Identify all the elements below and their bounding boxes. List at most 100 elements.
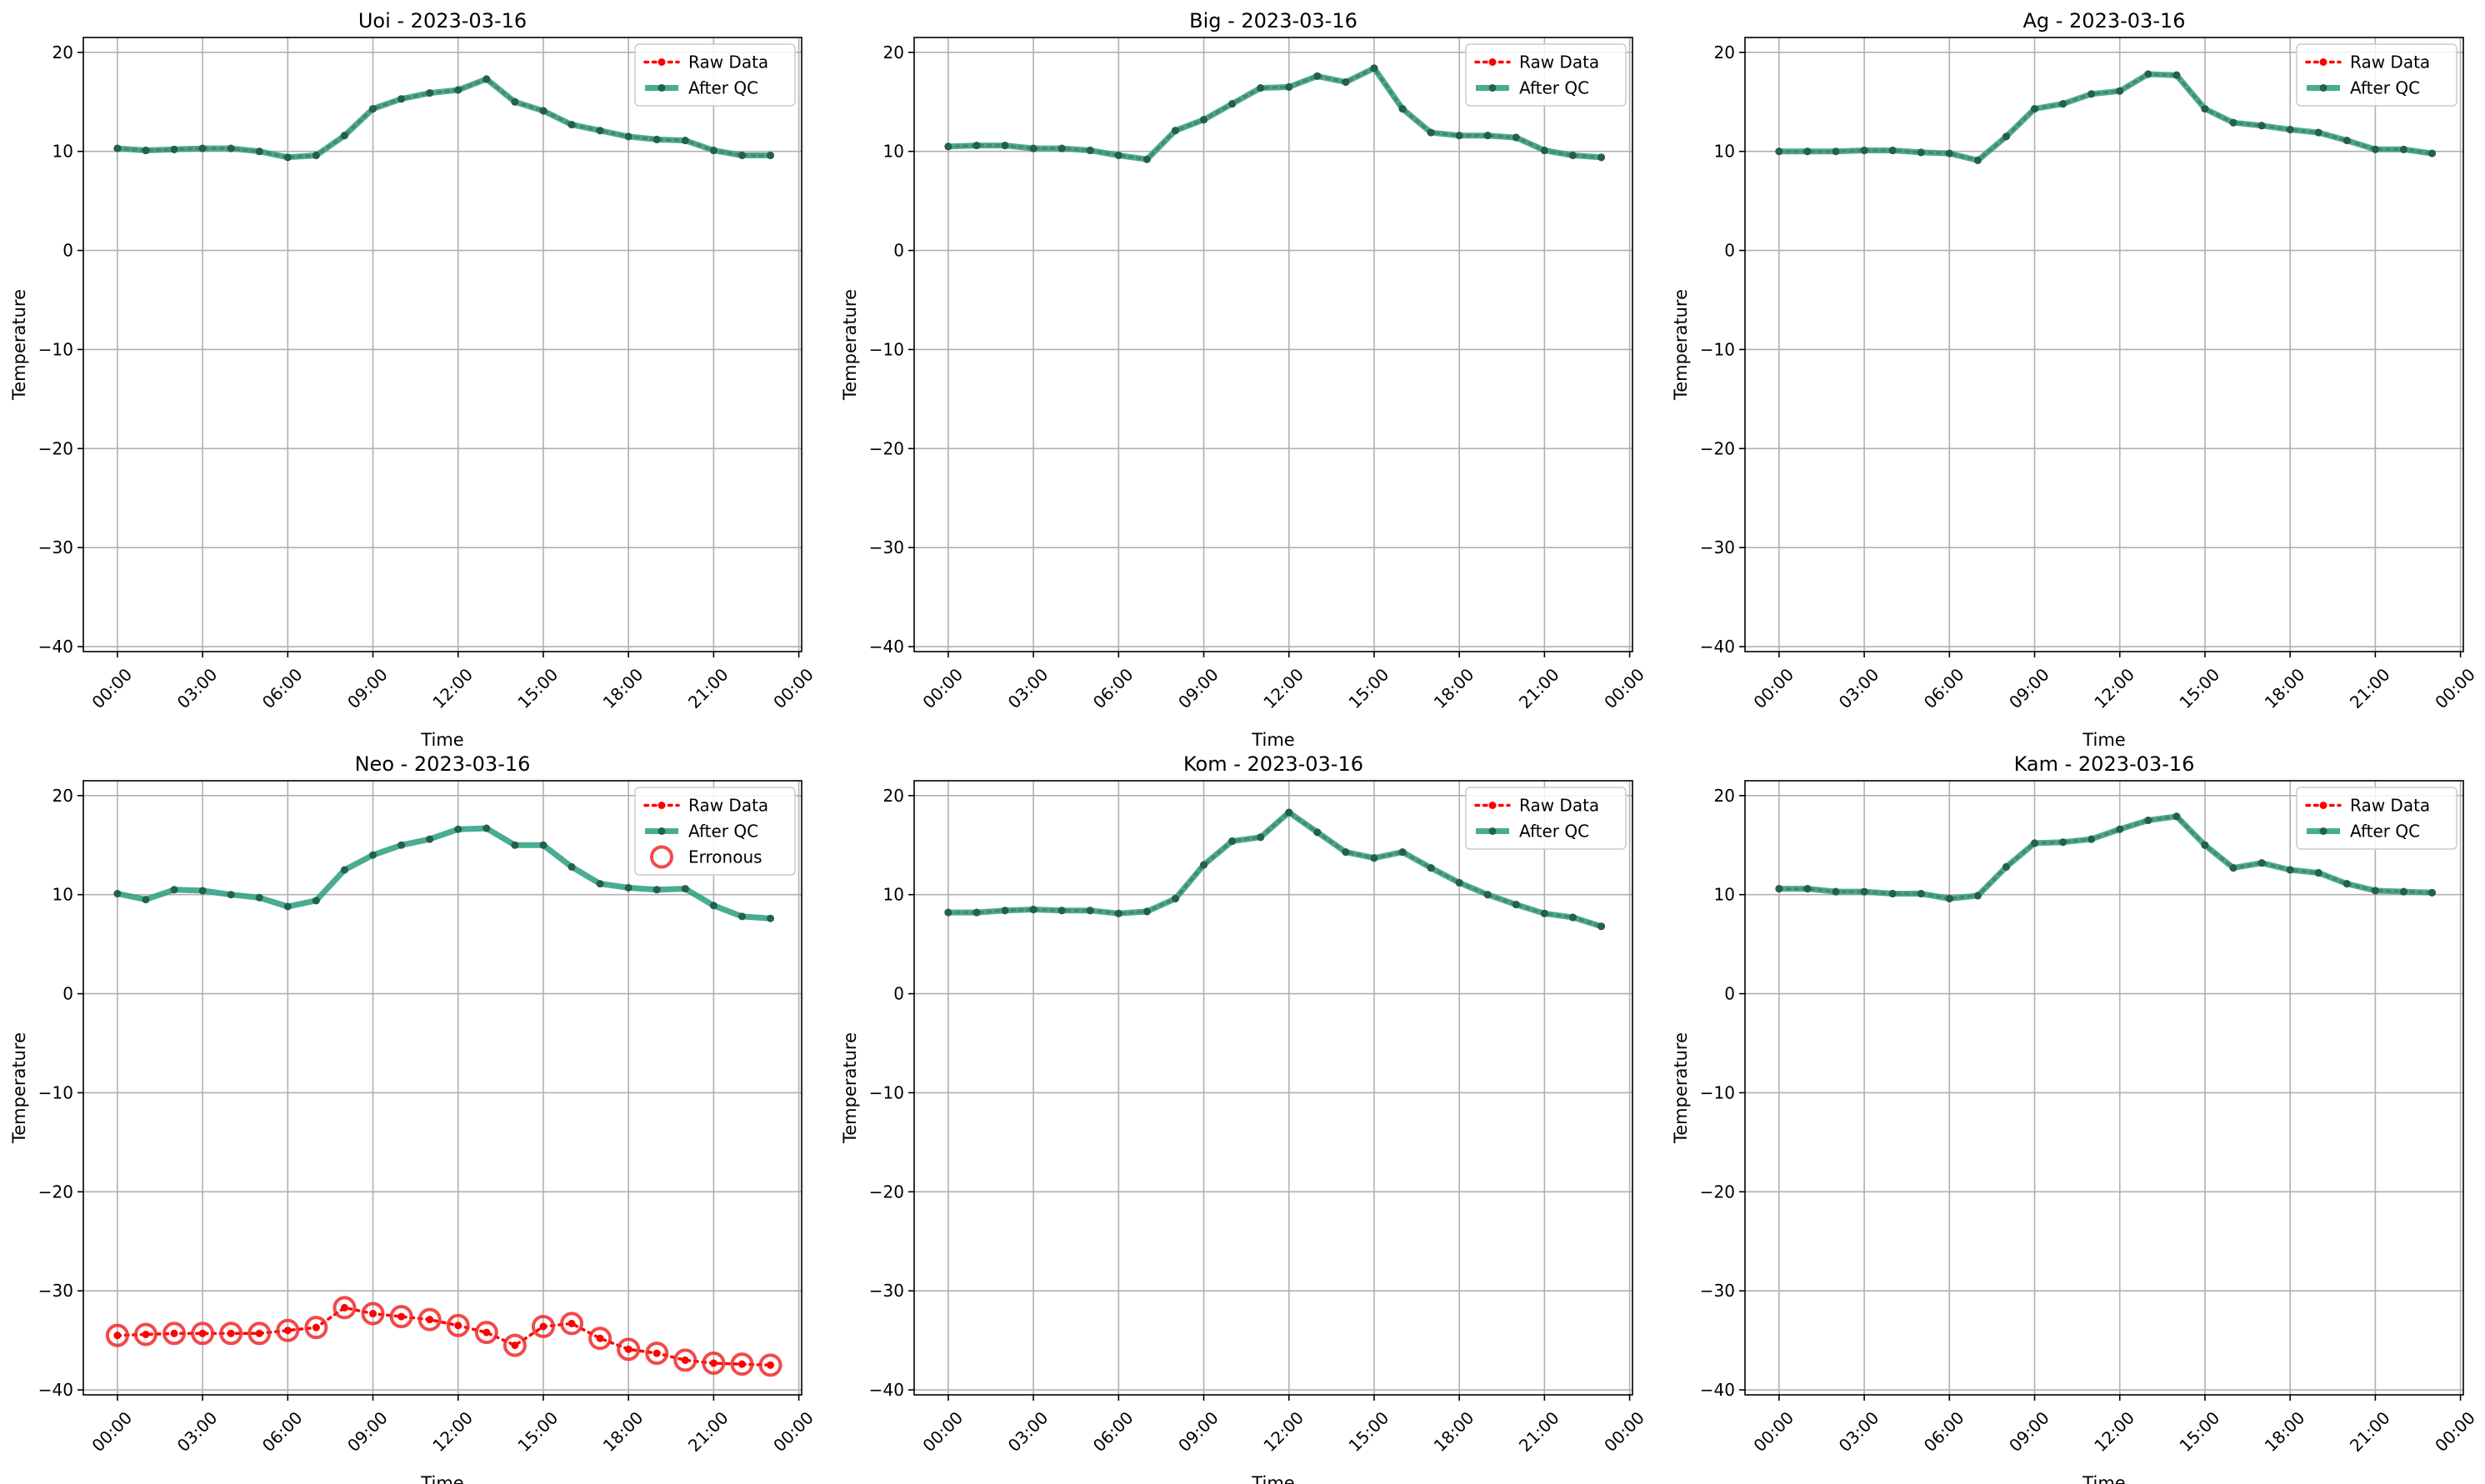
x-tick-label: 21:00 [2346, 1407, 2394, 1456]
y-tick-label: −30 [38, 1281, 73, 1301]
after-qc-point [1114, 151, 1122, 159]
after-qc-point [1171, 894, 1179, 902]
chart-title: Neo - 2023-03-16 [355, 752, 531, 776]
after-qc-point [2371, 145, 2379, 153]
x-tick-label: 18:00 [599, 664, 648, 712]
x-tick-label: 03:00 [1004, 664, 1052, 712]
y-tick-label: 20 [52, 42, 73, 62]
legend-label: After QC [688, 78, 758, 98]
x-tick-label: 03:00 [1004, 1407, 1052, 1456]
y-tick-label: 10 [883, 142, 904, 162]
after-qc-point [1512, 133, 1520, 142]
after-qc-point [2088, 90, 2096, 98]
legend-raw-marker [658, 802, 666, 809]
x-tick-label: 09:00 [1174, 664, 1222, 712]
after-qc-line [1778, 71, 2432, 163]
x-tick-label: 12:00 [1259, 664, 1308, 712]
chart-title: Kom - 2023-03-16 [1183, 752, 1363, 776]
erronous-marker [219, 1322, 243, 1346]
x-tick-label: 18:00 [1430, 664, 1478, 712]
x-axis-label: Time [2082, 1473, 2125, 1484]
x-tick-label: 18:00 [2261, 1407, 2309, 1456]
raw-data-point [624, 1345, 632, 1353]
after-qc-point [340, 132, 348, 140]
after-qc-point [1313, 828, 1322, 837]
y-tick-label: −40 [1700, 637, 1735, 657]
after-qc-point [1483, 891, 1492, 899]
after-qc-point [652, 135, 661, 143]
x-tick-label: 21:00 [1515, 664, 1563, 712]
y-tick-label: −30 [1700, 1281, 1735, 1301]
after-qc-point [511, 841, 519, 849]
after-qc-point [1455, 878, 1463, 887]
after-qc-point [1973, 156, 1982, 164]
x-tick-label: 12:00 [2090, 664, 2138, 712]
after-qc-point [944, 908, 952, 917]
raw-data-point [482, 1328, 491, 1337]
after-qc-point [426, 835, 434, 843]
raw-data-point [681, 1356, 689, 1364]
x-tick-label: 15:00 [2176, 664, 2224, 712]
y-tick-label: 10 [52, 142, 73, 162]
x-tick-label: 18:00 [599, 1407, 648, 1456]
erronous-marker [389, 1305, 413, 1329]
legend-after-qc-marker [2319, 84, 2328, 92]
after-qc-point [1973, 892, 1982, 900]
raw-data-point [142, 1330, 150, 1338]
legend-label: Raw Data [1519, 796, 1599, 816]
after-qc-point [1228, 837, 1237, 846]
after-qc-point [1945, 149, 1953, 157]
axes-frame [1744, 780, 2464, 1396]
after-qc-point [1483, 132, 1492, 140]
after-qc-point [2371, 887, 2379, 895]
raw-data-point [767, 1361, 775, 1369]
x-tick-label: 00:00 [918, 1407, 967, 1456]
axes-frame [82, 37, 802, 652]
y-tick-label: 10 [1714, 142, 1735, 162]
x-axis-label: Time [1251, 1473, 1294, 1484]
y-axis-label: Temperature [840, 289, 860, 401]
raw-data-point [369, 1310, 378, 1318]
after-qc-point [596, 127, 604, 135]
raw-data-point [398, 1312, 406, 1321]
series-group [105, 824, 782, 1377]
x-tick-label: 00:00 [88, 664, 136, 712]
x-tick-label: 15:00 [1345, 664, 1393, 712]
y-tick-label: 20 [883, 42, 904, 62]
after-qc-line [117, 76, 771, 161]
legend-raw-marker [658, 58, 666, 66]
y-tick-label: −10 [38, 339, 73, 359]
after-qc-point [2428, 149, 2437, 157]
after-qc-point [1171, 127, 1179, 135]
erronous-marker [248, 1322, 272, 1346]
after-qc-point [1257, 833, 1265, 842]
erronous-marker [276, 1318, 300, 1342]
y-tick-label: 20 [1714, 786, 1735, 806]
after-qc-point [2286, 866, 2294, 874]
x-tick-label: 00:00 [769, 1407, 818, 1456]
y-tick-label: −20 [38, 438, 73, 458]
after-qc-point [709, 902, 718, 910]
after-qc-point [738, 912, 746, 921]
y-tick-label: −40 [38, 637, 73, 657]
x-tick-label: 00:00 [918, 664, 967, 712]
raw-data-point [170, 1329, 178, 1337]
after-qc-point [1598, 922, 1606, 931]
y-tick-label: −20 [1700, 438, 1735, 458]
after-qc-point [312, 897, 320, 905]
x-tick-label: 00:00 [88, 1407, 136, 1456]
after-qc-point [369, 851, 378, 859]
chart-title: Kam - 2023-03-16 [2014, 752, 2195, 776]
x-tick-label: 21:00 [1515, 1407, 1563, 1456]
legend: Raw Data After QC [634, 43, 796, 107]
after-qc-point [2031, 839, 2039, 847]
x-tick-label: 00:00 [769, 664, 818, 712]
chart-title: Ag - 2023-03-16 [2022, 9, 2185, 32]
raw-data-point [426, 1316, 434, 1324]
legend-raw-marker [2319, 58, 2328, 66]
subplot-0: −40 −30 −20 −10 0 10 20 00:00 03:00 06:00 09:00 12:… [9, 9, 818, 750]
y-tick-label: −40 [1700, 1380, 1735, 1400]
erronous-marker [502, 1333, 527, 1357]
x-tick-label: 03:00 [173, 664, 222, 712]
